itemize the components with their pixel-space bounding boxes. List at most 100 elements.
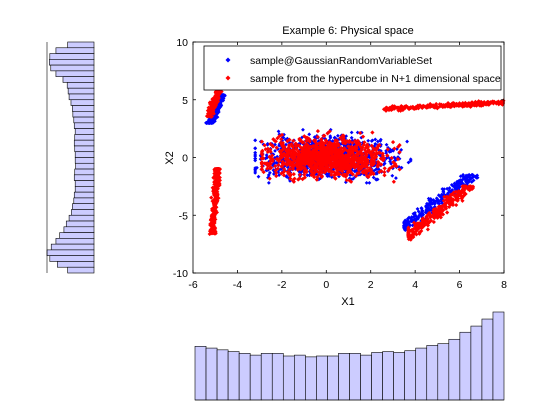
x-axis-label: X1 xyxy=(341,296,354,308)
scatter-point xyxy=(278,148,283,154)
scatter-point xyxy=(317,156,322,161)
scatter-point xyxy=(263,147,268,152)
x1-histogram-bar xyxy=(426,345,439,401)
scatter-point xyxy=(304,138,309,144)
scatter-point xyxy=(322,133,327,138)
scatter-point xyxy=(260,148,265,153)
scatter-point xyxy=(220,94,225,98)
scatter-point xyxy=(404,103,409,109)
scatter-point xyxy=(382,106,387,112)
scatter-point xyxy=(310,144,315,149)
scatter-point xyxy=(432,201,437,206)
scatter-point xyxy=(290,144,296,150)
scatter-point xyxy=(277,156,282,161)
scatter-point xyxy=(452,184,457,188)
x2-histogram-bar xyxy=(55,70,95,77)
scatter-point xyxy=(429,207,434,212)
scatter-point xyxy=(475,173,480,178)
scatter-point xyxy=(312,135,317,140)
scatter-point xyxy=(289,142,294,147)
scatter-point xyxy=(347,140,352,145)
scatter-point xyxy=(253,154,258,159)
scatter-point xyxy=(256,174,261,179)
scatter-point xyxy=(265,149,270,155)
scatter-point xyxy=(430,210,435,215)
scatter-point xyxy=(323,136,328,141)
scatter-point xyxy=(255,165,259,170)
scatter-point xyxy=(311,155,316,160)
scatter-point xyxy=(211,175,216,180)
scatter-point xyxy=(292,143,297,148)
scatter-point xyxy=(371,158,377,164)
x2-histogram-bar xyxy=(74,186,95,193)
x1-histogram-bar xyxy=(282,355,295,401)
scatter-point xyxy=(428,213,433,218)
x2-histogram-bar xyxy=(75,162,95,170)
scatter-point xyxy=(460,198,465,203)
scatter-point xyxy=(371,175,376,180)
scatter-point xyxy=(299,161,304,166)
scatter-point xyxy=(345,160,350,166)
scatter-point xyxy=(300,177,305,182)
x1-histogram-bar xyxy=(382,351,394,401)
scatter-point xyxy=(406,216,411,221)
scatter-point xyxy=(310,166,315,171)
scatter-point xyxy=(440,104,445,110)
scatter-point xyxy=(285,138,290,144)
scatter-point xyxy=(374,154,379,159)
scatter-point xyxy=(324,171,328,176)
scatter-point xyxy=(278,153,283,158)
scatter-point xyxy=(360,134,366,139)
y-tick-label: -5 xyxy=(179,210,188,222)
scatter-point xyxy=(454,196,459,201)
scatter-point xyxy=(349,135,354,140)
scatter-point xyxy=(313,142,319,148)
scatter-point xyxy=(268,155,273,160)
scatter-point xyxy=(409,215,414,220)
scatter-point xyxy=(428,205,433,209)
scatter-point xyxy=(308,156,314,161)
scatter-point xyxy=(320,145,325,150)
x2-histogram-bar xyxy=(50,243,95,251)
scatter-point xyxy=(366,174,371,179)
scatter-point xyxy=(372,163,377,168)
scatter-point xyxy=(352,169,357,174)
scatter-point xyxy=(291,159,297,164)
scatter-point xyxy=(323,138,329,143)
scatter-point xyxy=(402,106,408,111)
x2-histogram-bar xyxy=(72,105,95,112)
x1-histogram-bar xyxy=(393,352,405,401)
scatter-point xyxy=(265,161,270,166)
scatter-point xyxy=(281,153,286,158)
scatter-point xyxy=(445,104,450,109)
scatter-point xyxy=(349,170,354,176)
scatter-point xyxy=(290,152,295,157)
scatter-point xyxy=(311,148,316,154)
scatter-point xyxy=(357,142,362,148)
scatter-point xyxy=(373,142,378,146)
x1-histogram-bar xyxy=(437,343,450,401)
scatter-point xyxy=(350,140,355,145)
scatter-point xyxy=(354,146,359,151)
x1-histogram-bar xyxy=(404,350,417,401)
x-tick-label: -4 xyxy=(233,279,242,291)
scatter-point xyxy=(377,142,382,148)
scatter-point xyxy=(470,186,475,191)
scatter-point xyxy=(324,163,330,169)
scatter-point xyxy=(356,151,361,156)
scatter-point xyxy=(304,145,309,150)
scatter-point xyxy=(215,94,221,100)
scatter-point xyxy=(438,208,443,213)
scatter-point xyxy=(318,143,323,149)
scatter-point xyxy=(393,161,398,167)
scatter-point xyxy=(213,101,218,106)
scatter-point xyxy=(410,223,415,228)
scatter-point xyxy=(212,221,217,226)
scatter-point xyxy=(337,161,342,166)
scatter-point xyxy=(434,196,439,201)
scatter-point xyxy=(439,197,444,202)
scatter-point xyxy=(265,141,270,146)
scatter-point xyxy=(358,130,363,136)
scatter-point xyxy=(288,176,293,181)
scatter-point xyxy=(208,100,214,106)
